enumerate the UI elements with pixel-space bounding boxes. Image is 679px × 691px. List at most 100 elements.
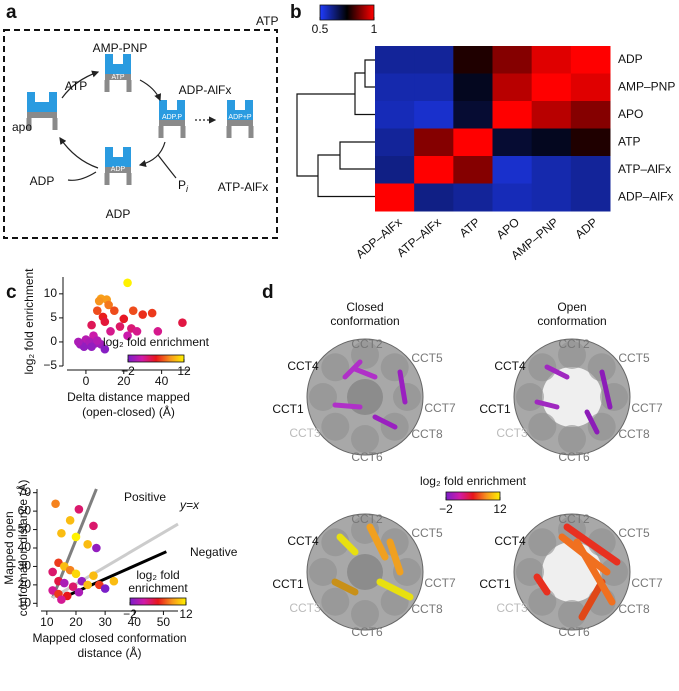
icon-mid (159, 120, 185, 126)
y-tick-label: 0 (50, 334, 57, 348)
colorbar-tick-label: 12 (493, 502, 507, 516)
point (51, 499, 60, 509)
point (128, 306, 138, 315)
column-label: ATP–AlFx (394, 215, 444, 260)
subunit-label: CCT8 (618, 427, 650, 441)
point (109, 576, 119, 586)
colorbar (129, 597, 187, 606)
point (92, 543, 101, 553)
y-axis-label: log₂ fold enrichment (22, 268, 36, 375)
point (153, 327, 163, 336)
point (57, 595, 66, 604)
chaperonin-icon (26, 92, 58, 130)
crosslink-rod (336, 533, 359, 556)
heatmap-cell (492, 156, 533, 184)
point (71, 569, 81, 579)
subunit-density (558, 425, 586, 453)
heatmap-cell (492, 73, 533, 102)
state-label: AMP-PNP (93, 41, 148, 55)
point (79, 342, 89, 352)
heatmap-cell (453, 46, 493, 74)
subunit-density (516, 383, 544, 411)
subunit-density (393, 383, 421, 411)
subunit-label: CCT6 (351, 450, 383, 464)
colorbar (445, 491, 501, 501)
corner-label: ATP (256, 14, 278, 28)
crosslink-rod (573, 538, 616, 606)
point (83, 580, 92, 590)
icon-top (227, 100, 253, 120)
subunit-label: CCT6 (558, 625, 590, 639)
subunit-label: CCT3 (496, 426, 528, 440)
subunit-density (558, 341, 586, 369)
subunit-label: CCT2 (351, 512, 383, 526)
point (92, 306, 102, 315)
y-tick-label: 10 (44, 286, 58, 300)
point (123, 331, 132, 340)
line-label: y=x (179, 498, 200, 512)
point (119, 314, 129, 324)
structure (513, 338, 631, 456)
x-tick-label: 20 (69, 615, 83, 629)
subunit-label: CCT2 (558, 337, 590, 351)
crosslink-rod (584, 409, 600, 435)
subunit-label: CCT3 (289, 426, 321, 440)
point (100, 317, 110, 327)
y-tick-label: 30 (18, 559, 32, 573)
crosslink-rod (578, 578, 606, 621)
subunit-label: CCT5 (411, 526, 443, 540)
column-label: ADP (572, 215, 600, 242)
icon-bottom (158, 126, 186, 138)
colorbar-tick-label: −2 (439, 502, 453, 516)
point (74, 504, 84, 514)
phosphate-label: Pi (178, 178, 189, 194)
subunit-density (321, 587, 350, 616)
heatmap-cell (375, 101, 415, 129)
inner-label: ATP (111, 74, 124, 81)
heatmap-cell (492, 183, 533, 212)
x-axis-label: Mapped closed conformation (32, 631, 186, 645)
line-label: Positive (124, 490, 166, 504)
colorbar-tick-label: −2 (121, 364, 135, 378)
chaperonin-icon (226, 100, 254, 138)
heatmap-cell (492, 46, 533, 74)
phosphate: P (178, 178, 186, 192)
subunit-label: CCT4 (494, 534, 526, 548)
x-tick-label: 0 (83, 374, 90, 388)
heatmap-cell (531, 101, 572, 129)
subunit-density (351, 425, 379, 453)
subunit-label: CCT3 (289, 601, 321, 615)
state-label: ADP-AlFx (179, 83, 232, 97)
heatmap-cell (375, 46, 415, 74)
crosslink-rod (372, 414, 398, 430)
icon-bottom (26, 118, 58, 130)
state-label: ADP (30, 174, 55, 188)
state-label: apo (12, 120, 32, 134)
x-axis-label: distance (Å) (77, 645, 141, 660)
heatmap-cell (531, 46, 572, 74)
column-label: ATP (457, 215, 483, 240)
colorbar-label: log₂ fold enrichment (420, 474, 527, 488)
subunit-label: CCT8 (411, 602, 443, 616)
subunit-label: CCT4 (287, 534, 319, 548)
line-label: Negative (190, 545, 238, 559)
point (178, 318, 187, 328)
colorbar-label: enrichment (128, 581, 188, 595)
state-label: ATP-AlFx (218, 180, 268, 194)
icon-bottom (104, 80, 132, 92)
subunit-label: CCT4 (287, 359, 319, 373)
crosslink-rod (332, 402, 363, 410)
colorbar-label: log₂ fold (136, 568, 179, 582)
point (60, 578, 69, 588)
subunit-label: CCT7 (424, 401, 456, 415)
colorbar (127, 354, 185, 363)
heatmap-cell (570, 73, 611, 102)
crosslink-rod (533, 573, 551, 596)
row-label: ATP (618, 134, 640, 148)
subunit-label: CCT6 (351, 625, 383, 639)
y-axis-label: conformation distance (Å) (15, 480, 30, 617)
inner-label: ADP.P (162, 114, 182, 121)
crosslink-rod (342, 359, 363, 380)
heatmap-cell (453, 128, 493, 157)
heatmap-cell (414, 46, 454, 74)
